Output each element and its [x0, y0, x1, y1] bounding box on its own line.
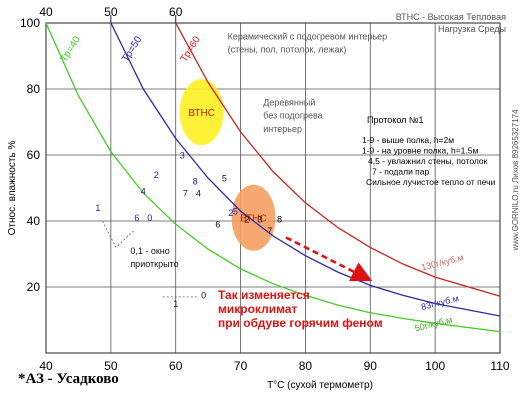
annotation: 0,1 - окно	[130, 246, 169, 256]
point-label: 1	[95, 203, 100, 213]
series-line-3	[175, 23, 500, 297]
point-label: 2	[245, 215, 250, 225]
curve-label-3: 50г/куб.м	[414, 315, 454, 334]
protocol-title: Протокол №1	[367, 115, 424, 125]
top-tick-label: 60	[169, 5, 183, 19]
plot-frame	[45, 22, 501, 354]
zones: ВТНС ВТНС	[179, 79, 276, 251]
annotation: Керамический с подогревом интерьер	[228, 32, 388, 42]
y-tick-label: 20	[27, 280, 41, 294]
point-label: 4	[196, 188, 201, 198]
point-label: 7	[183, 188, 188, 198]
point-label: 7	[267, 226, 272, 236]
curve-label-1: 130г/куб.м	[420, 252, 464, 272]
chart-title-line: Нагрузка Среды	[438, 24, 506, 34]
zone-ellipse	[179, 79, 224, 146]
x-tick-label: 90	[364, 359, 378, 373]
x-tick-label: 110	[490, 359, 509, 373]
x-tick-label: 40	[39, 359, 53, 373]
point-label: 8	[193, 177, 198, 187]
point-label: 1	[173, 299, 178, 309]
point-label: 3	[258, 215, 263, 225]
window-guide	[102, 220, 134, 249]
grid	[45, 15, 501, 354]
y-tick-label: 40	[27, 214, 41, 228]
y-tick-label: 80	[27, 82, 41, 96]
callout-line: Так изменяется	[218, 288, 310, 302]
point-label: 0	[201, 291, 206, 301]
series-name-1: Тр=40	[59, 34, 83, 64]
zone-ellipse	[231, 184, 276, 251]
annotation: интерьер	[263, 124, 302, 134]
top-tick-label: 40	[39, 5, 53, 19]
zone-label: ВТНС	[240, 214, 267, 225]
x-tick-label: 80	[299, 359, 313, 373]
series-line-2	[110, 23, 500, 317]
footnote: *АЗ - Усадково	[18, 371, 119, 387]
protocol-line: 1-9 - выше полка, h=2м	[362, 135, 454, 145]
watermark: www.GORNILO.ru Лихов 89265327174	[511, 109, 520, 252]
y-tick-label: 100	[20, 16, 40, 30]
callout-line: при обдуве горячим феном	[218, 316, 383, 330]
zone-label: ВТНС	[188, 108, 215, 119]
annotation: Деревянный	[263, 98, 315, 108]
x-tick-label: 100	[425, 359, 445, 373]
point-label: 6	[215, 220, 220, 230]
x-axis-label: T°C (сухой термометр)	[267, 380, 373, 391]
annotations: Тр=40 Тр=50 Тр=60130г/куб.м83г/куб.м50г/ку…	[7, 12, 520, 391]
point-label: 5	[222, 173, 227, 183]
x-tick-label: 50	[104, 359, 118, 373]
top-tick-label: 50	[104, 5, 118, 19]
protocol-line: 1-9 - на уровне полка, h=1.5м	[362, 146, 478, 156]
x-tick-label: 70	[234, 359, 248, 373]
point-label: 0	[147, 213, 152, 223]
y-axis-label: Относ. влажность %	[7, 141, 18, 236]
protocol-line: Сильное лучистое тепло от печи	[366, 177, 496, 187]
annotation: приоткрыто	[130, 259, 178, 269]
callout-line: микроклимат	[218, 302, 297, 316]
point-label: 4	[141, 187, 146, 197]
point-label: 3	[180, 150, 185, 160]
x-tick-label: 60	[169, 359, 183, 373]
protocol-line: 4,5 - увлажнил стены, потолок	[368, 156, 488, 166]
point-label: 2	[228, 208, 233, 218]
y-tick-label: 60	[27, 148, 41, 162]
protocol-line: 7 - подали пар	[372, 167, 430, 177]
zone-2: ВТНС	[231, 184, 276, 251]
series-lines	[46, 23, 500, 333]
point-label: 6	[134, 213, 139, 223]
zone-1: ВТНС	[179, 79, 224, 146]
series-name-3: Тр=60	[179, 34, 203, 64]
point-label: 8	[277, 215, 282, 225]
point-label: 2	[154, 170, 159, 180]
point-label: 5	[233, 206, 238, 216]
chart-title-line: ВТНС - Высокая Тепловая	[396, 12, 506, 22]
callout-arrow	[285, 236, 373, 282]
annotation: (стены, пол, потолок, лежак)	[228, 45, 347, 55]
curve-label-2: 83г/куб.м	[420, 293, 460, 312]
series-line-1	[46, 23, 500, 333]
annotation: без подогрева	[263, 111, 322, 121]
